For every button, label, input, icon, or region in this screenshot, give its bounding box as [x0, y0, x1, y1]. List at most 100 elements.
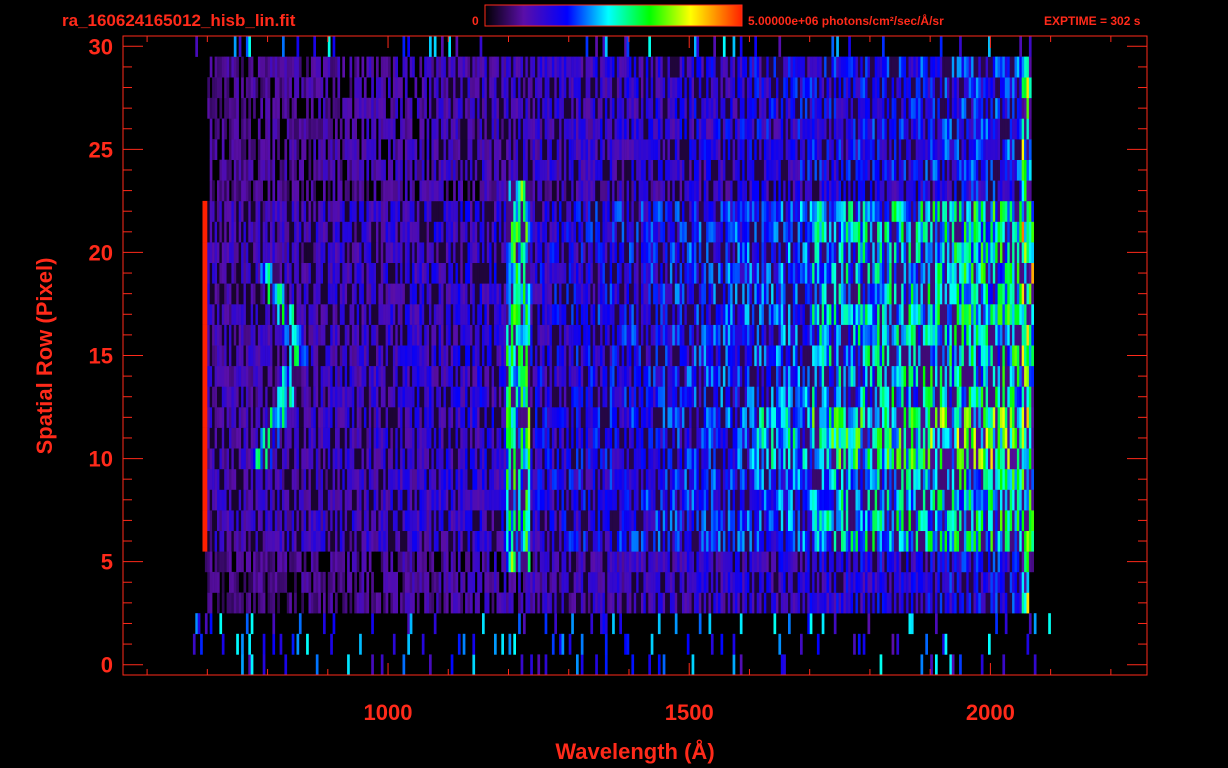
heatmap-cell — [556, 468, 560, 490]
heatmap-cell — [489, 407, 492, 428]
heatmap-cell — [520, 654, 524, 676]
heatmap-cell — [882, 571, 885, 593]
heatmap-cell — [961, 468, 965, 490]
heatmap-cell — [308, 304, 312, 325]
heatmap-cell — [1009, 365, 1013, 387]
heatmap-cell — [308, 345, 312, 367]
heatmap-cell — [686, 345, 690, 367]
heatmap-cell — [457, 345, 461, 367]
heatmap-cell — [874, 551, 878, 573]
heatmap-cell — [935, 654, 938, 676]
heatmap-cell — [395, 345, 398, 367]
heatmap-cell — [648, 365, 651, 387]
heatmap-cell — [284, 468, 288, 490]
heatmap-cell — [988, 345, 991, 367]
heatmap-cell — [624, 386, 627, 408]
heatmap-cell — [383, 571, 386, 593]
heatmap-cell — [804, 324, 808, 346]
heatmap-cell — [270, 510, 273, 531]
heatmap-cell — [650, 592, 654, 614]
heatmap-cell — [455, 407, 459, 428]
heatmap-cell — [845, 468, 849, 490]
heatmap-cell — [501, 530, 504, 552]
heatmap-cell — [898, 510, 902, 531]
heatmap-cell — [595, 468, 598, 490]
heatmap-cell — [412, 510, 415, 531]
heatmap-cell — [766, 510, 769, 531]
heatmap-cell — [812, 427, 815, 449]
heatmap-cell — [894, 427, 897, 449]
heatmap-cell — [951, 427, 955, 449]
heatmap-cell — [763, 489, 767, 511]
heatmap-cell — [313, 551, 316, 573]
heatmap-cell — [713, 592, 716, 614]
heatmap-cell — [703, 407, 707, 428]
heatmap-cell — [448, 468, 451, 490]
heatmap-cell — [520, 345, 524, 367]
heatmap-cell — [366, 530, 370, 552]
heatmap-cell — [363, 427, 367, 449]
heatmap-cell — [390, 407, 394, 428]
heatmap-cell — [997, 448, 1001, 470]
heatmap-cell — [241, 468, 244, 490]
heatmap-cell — [356, 365, 360, 387]
heatmap-cell — [373, 365, 377, 387]
heatmap-cell — [339, 365, 343, 387]
heatmap-cell — [797, 448, 801, 470]
heatmap-cell — [351, 489, 355, 511]
heatmap-cell — [429, 530, 432, 552]
heatmap-cell — [539, 427, 543, 449]
heatmap-cell — [462, 324, 466, 346]
heatmap-cell — [694, 571, 697, 593]
heatmap-cell — [1002, 345, 1006, 367]
heatmap-cell — [679, 448, 683, 470]
heatmap-cell — [689, 345, 692, 367]
heatmap-cell — [368, 551, 372, 573]
heatmap-cell — [515, 345, 519, 367]
heatmap-cell — [539, 448, 543, 470]
heatmap-cell — [576, 448, 579, 470]
heatmap-cell — [657, 551, 661, 573]
heatmap-cell — [551, 324, 555, 346]
heatmap-cell — [657, 654, 661, 676]
heatmap-cell — [498, 427, 502, 449]
heatmap-cell — [669, 510, 673, 531]
heatmap-cell — [416, 489, 420, 511]
heatmap-cell — [551, 592, 555, 614]
heatmap-cell — [356, 468, 360, 490]
heatmap-cell — [655, 510, 659, 531]
heatmap-cell — [882, 592, 885, 614]
heatmap-cell — [431, 530, 435, 552]
heatmap-cell — [802, 365, 806, 387]
heatmap-cell — [356, 427, 360, 449]
heatmap-cell — [337, 345, 341, 367]
heatmap-cell — [419, 324, 423, 346]
heatmap-cell — [737, 592, 741, 614]
heatmap-cell — [650, 510, 654, 531]
heatmap-cell — [655, 345, 659, 367]
heatmap-cell — [568, 365, 572, 387]
heatmap-cell — [971, 386, 974, 408]
heatmap-cell — [571, 510, 574, 531]
heatmap-cell — [995, 468, 998, 490]
heatmap-cell — [792, 571, 796, 593]
heatmap-cell — [467, 304, 471, 325]
heatmap-cell — [260, 427, 263, 449]
heatmap-cell — [886, 365, 890, 387]
heatmap-cell — [850, 530, 854, 552]
heatmap-cell — [677, 345, 680, 367]
heatmap-cell — [686, 427, 690, 449]
heatmap-cell — [684, 551, 688, 573]
heatmap-cell — [371, 345, 374, 367]
heatmap-cell — [735, 345, 738, 367]
heatmap-cell — [831, 551, 835, 573]
heatmap-cell — [303, 304, 307, 325]
heatmap-cell — [930, 592, 933, 614]
heatmap-cell — [898, 489, 902, 511]
heatmap-cell — [992, 324, 996, 346]
heatmap-cell — [431, 468, 435, 490]
heatmap-cell — [906, 324, 909, 346]
heatmap-cell — [597, 571, 601, 593]
heatmap-cell — [947, 407, 950, 428]
heatmap-cell — [424, 324, 427, 346]
